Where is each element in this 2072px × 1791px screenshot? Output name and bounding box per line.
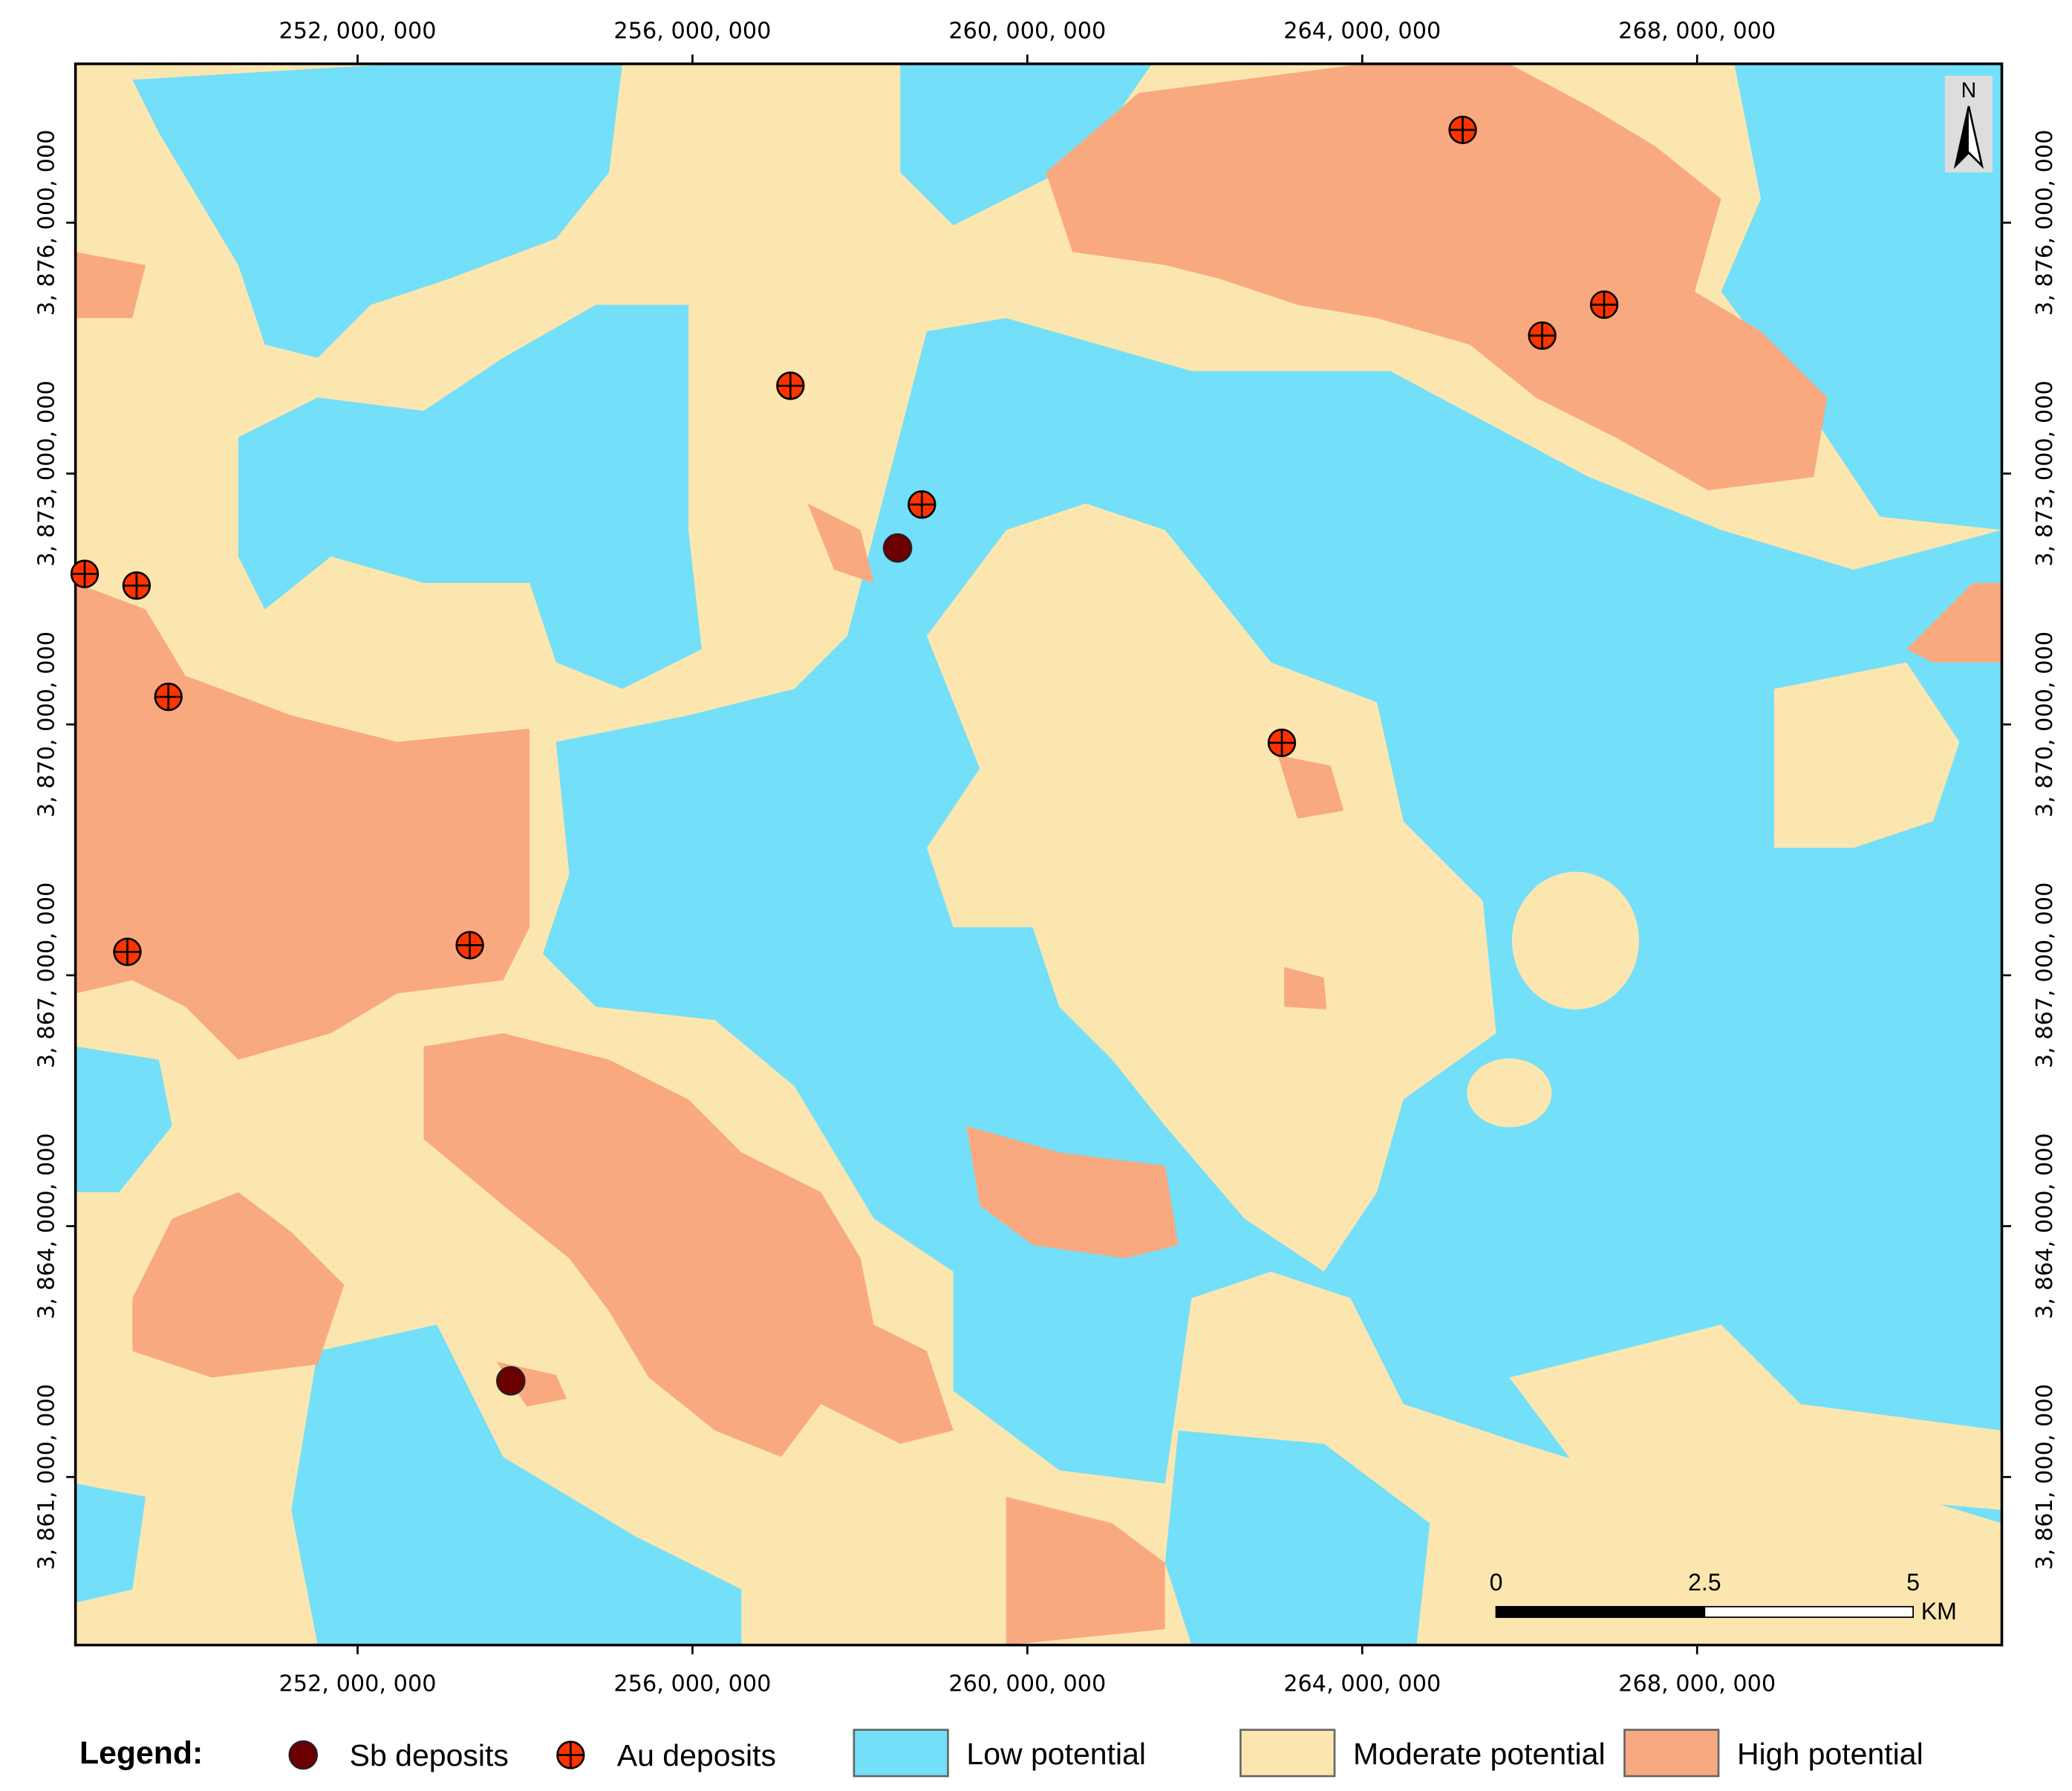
sb-deposit bbox=[496, 1366, 526, 1396]
legend-label: Au deposits bbox=[617, 1738, 776, 1772]
y-tick-label: 3, 864, 000, 000 bbox=[34, 1133, 60, 1319]
legend: Sb deposits Au deposits Low potential Moder… bbox=[288, 1729, 1923, 1778]
au-cross bbox=[154, 683, 182, 710]
au-cross bbox=[123, 572, 150, 599]
scale-unit: KM bbox=[1921, 1598, 1957, 1625]
sb-deposit bbox=[288, 1740, 319, 1770]
y-tick-label: 3, 873, 000, 000 bbox=[2032, 380, 2058, 567]
y-tick-label: 3, 876, 000, 000 bbox=[2032, 130, 2058, 316]
y-tick-label: 3, 873, 000, 000 bbox=[34, 380, 60, 567]
north-label: N bbox=[1961, 79, 1977, 103]
au-cross bbox=[456, 932, 483, 959]
x-tick-label: 264, 000, 000 bbox=[1283, 1671, 1441, 1697]
scale-segment bbox=[1495, 1605, 1706, 1618]
au-cross bbox=[1528, 322, 1556, 349]
moderate-potential-zone bbox=[1773, 662, 1960, 848]
x-tick-label: 260, 000, 000 bbox=[948, 19, 1106, 45]
potential-raster bbox=[75, 63, 2002, 1645]
north-arrow: N bbox=[1944, 75, 1993, 173]
legend-label: Sb deposits bbox=[350, 1738, 509, 1772]
low-potential-zone bbox=[75, 1046, 172, 1192]
deposits bbox=[70, 115, 1619, 1396]
au-cross bbox=[557, 1741, 584, 1769]
low-potential-zone bbox=[1164, 1430, 1430, 1645]
low-potential-zone bbox=[238, 305, 702, 689]
moderate-potential-zone bbox=[1509, 1324, 2002, 1524]
x-tick-label: 264, 000, 000 bbox=[1283, 19, 1441, 45]
y-tick-label: 3, 861, 000, 000 bbox=[34, 1384, 60, 1570]
legend-label: Moderate potential bbox=[1353, 1737, 1606, 1771]
legend-swatch bbox=[853, 1729, 949, 1778]
legend-label: High potential bbox=[1737, 1737, 1923, 1771]
high-potential-zone bbox=[1906, 582, 2002, 663]
x-tick-label: 256, 000, 000 bbox=[613, 1671, 771, 1697]
y-tick-label: 3, 870, 000, 000 bbox=[2032, 631, 2058, 818]
scale-label: 0 bbox=[1490, 1569, 1503, 1596]
high-potential-zone bbox=[1046, 63, 1828, 490]
x-tick-label: 268, 000, 000 bbox=[1618, 19, 1776, 45]
legend-swatch bbox=[1623, 1729, 1720, 1778]
au-cross bbox=[777, 372, 804, 400]
high-potential-zone bbox=[807, 503, 874, 583]
x-tick-label: 256, 000, 000 bbox=[613, 19, 771, 45]
au-cross bbox=[1449, 117, 1476, 143]
x-tick-label: 252, 000, 000 bbox=[279, 1671, 437, 1697]
scale-label: 5 bbox=[1906, 1569, 1920, 1596]
moderate-potential-zone bbox=[926, 503, 1496, 1272]
low-potential-zone bbox=[132, 63, 622, 358]
scale-segment bbox=[1704, 1605, 1914, 1618]
y-tick-label: 3, 867, 000, 000 bbox=[34, 883, 60, 1069]
high-potential-zone bbox=[1277, 755, 1344, 819]
y-tick-label: 3, 876, 000, 000 bbox=[34, 130, 60, 316]
x-tick-label: 252, 000, 000 bbox=[279, 19, 437, 45]
scale-bar: 0 2.5 5KM bbox=[1490, 1569, 1957, 1625]
low-potential-zone bbox=[75, 1483, 146, 1603]
moderate-potential-zone bbox=[1467, 1058, 1552, 1128]
high-potential-zone bbox=[1284, 966, 1327, 1010]
y-tick-label: 3, 867, 000, 000 bbox=[2032, 883, 2058, 1069]
map-frame bbox=[74, 62, 2004, 1647]
low-potential-zone bbox=[900, 63, 1152, 226]
high-potential-zone bbox=[966, 1125, 1179, 1258]
y-tick-label: 3, 861, 000, 000 bbox=[2032, 1384, 2058, 1570]
sb-deposit bbox=[882, 533, 913, 563]
high-potential-zone bbox=[132, 1192, 345, 1378]
scale-label: 2.5 bbox=[1688, 1569, 1721, 1596]
au-cross bbox=[71, 560, 98, 588]
au-cross bbox=[1268, 729, 1295, 756]
y-tick-label: 3, 864, 000, 000 bbox=[2032, 1133, 2058, 1319]
x-tick-label: 260, 000, 000 bbox=[948, 1671, 1106, 1697]
legend-title: Legend: bbox=[79, 1735, 203, 1771]
au-cross bbox=[1591, 291, 1617, 318]
au-cross bbox=[114, 938, 141, 966]
high-potential-zone bbox=[75, 252, 146, 319]
moderate-potential-zone bbox=[1511, 871, 1640, 1010]
low-potential-zone bbox=[291, 1324, 742, 1645]
x-tick-label: 268, 000, 000 bbox=[1618, 1671, 1776, 1697]
y-tick-label: 3, 870, 000, 000 bbox=[34, 631, 60, 818]
legend-swatch bbox=[1239, 1729, 1336, 1778]
au-cross bbox=[908, 491, 936, 518]
legend-label: Low potential bbox=[966, 1737, 1146, 1771]
high-potential-zone bbox=[75, 582, 530, 1060]
high-potential-zone bbox=[423, 1033, 954, 1457]
low-potential-zone bbox=[1721, 63, 2002, 530]
high-potential-zone bbox=[1006, 1496, 1165, 1645]
